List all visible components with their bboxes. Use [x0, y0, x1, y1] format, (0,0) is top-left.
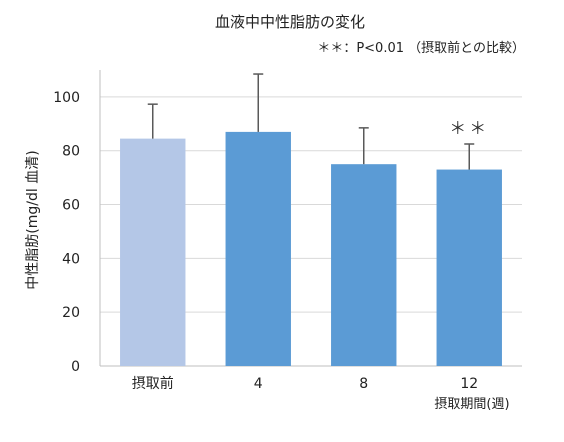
x-tick-label: 12: [460, 376, 478, 392]
y-axis-label: 中性脂肪(mg/dl 血清): [25, 150, 41, 289]
y-tick-label: 40: [62, 251, 80, 267]
chart-title: 血液中中性脂肪の変化: [215, 13, 365, 31]
significance-note: ＊＊：P<0.01 （摂取前との比較）: [317, 40, 525, 56]
bar: [331, 164, 397, 366]
x-axis-unit-label: 摂取期間(週): [434, 396, 509, 412]
y-tick-label: 0: [71, 359, 80, 375]
y-tick-label: 20: [62, 305, 80, 321]
y-tick-label: 80: [62, 144, 80, 160]
x-tick-label: 8: [359, 376, 368, 392]
bar: [436, 169, 502, 366]
y-tick-label: 100: [53, 90, 80, 106]
significance-marker: ＊＊: [449, 119, 489, 139]
x-tick-label: 4: [254, 376, 263, 392]
bar: [120, 138, 186, 366]
plot-area: 0 20 40 60 80 100 摂取前 4 8 12 ＊＊: [53, 70, 522, 392]
bar: [225, 131, 291, 366]
x-tick-label: 摂取前: [132, 375, 174, 392]
y-tick-label: 60: [62, 198, 80, 214]
